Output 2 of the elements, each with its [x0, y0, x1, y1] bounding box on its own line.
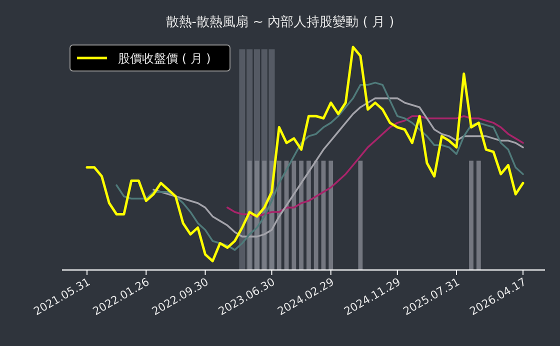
- chart-title: 散熱-散熱風扇 ~ 內部人持股變動 ( 月 ): [166, 14, 394, 30]
- legend-label: 股價收盤價 ( 月 ): [118, 52, 211, 66]
